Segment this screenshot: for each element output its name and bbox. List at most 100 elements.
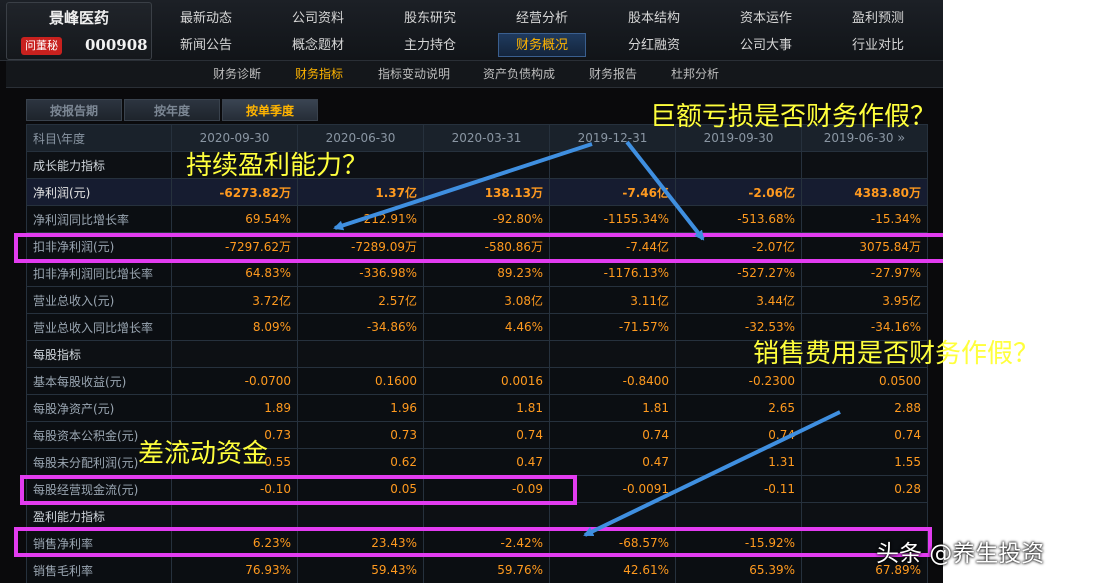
nav-concept-themes[interactable]: 概念题材: [291, 38, 344, 53]
table-row: 每股净资产(元) 1.89 1.96 1.81 1.81 2.65 2.88: [26, 394, 928, 422]
empty-cell: [297, 151, 424, 179]
subnav-dupont-analysis[interactable]: 杜邦分析: [671, 67, 720, 81]
value-cell: -34.16%: [801, 313, 928, 341]
row-label: 扣非净利润同比增长率: [26, 259, 172, 287]
table-row: 营业总收入同比增长率 8.09% -34.86% 4.46% -71.57% -32.53…: [26, 313, 928, 341]
value-cell: 3.44亿: [675, 286, 802, 314]
nav-share-structure[interactable]: 股本结构: [627, 11, 680, 26]
value-cell: 67.89%: [801, 556, 928, 583]
section-title: 每股指标: [26, 340, 172, 368]
nav-business-analysis[interactable]: 经营分析: [515, 11, 568, 26]
tab-by-report-period[interactable]: 按报告期: [26, 99, 122, 121]
watermark: 头条 @养生投资: [876, 541, 1045, 567]
annotation-loss-fraud: 巨额亏损是否财务作假？: [650, 102, 937, 132]
empty-cell: [171, 502, 298, 530]
nav-main-holdings[interactable]: 主力持仓: [403, 38, 456, 53]
header-label-cell: 科目\年度: [26, 124, 172, 152]
value-cell: 42.61%: [549, 556, 676, 583]
nav-earnings-forecast[interactable]: 盈利预测: [851, 11, 904, 26]
sub-navigation: 财务诊断 财务指标 指标变动说明 资产负债构成 财务报告 杜邦分析: [6, 61, 943, 88]
row-label: 基本每股收益(元): [26, 367, 172, 395]
nav-capital-operation[interactable]: 资本运作: [739, 11, 792, 26]
subnav-financial-reports[interactable]: 财务报告: [589, 67, 638, 81]
value-cell: 6.23%: [171, 529, 298, 557]
value-cell: 0.1600: [297, 367, 424, 395]
empty-cell: [171, 340, 298, 368]
period-header: 2019-09-30: [675, 124, 802, 152]
value-cell: 76.93%: [171, 556, 298, 583]
row-label: 营业总收入同比增长率: [26, 313, 172, 341]
nav-company-events[interactable]: 公司大事: [739, 38, 792, 53]
empty-cell: [297, 502, 424, 530]
value-cell: 2.57亿: [297, 286, 424, 314]
ask-secretary-button[interactable]: 问董秘: [21, 37, 62, 55]
row-label: 净利润(元): [26, 178, 172, 206]
value-cell: 89.23%: [423, 259, 550, 287]
table-row: 每股资本公积金(元) 0.73 0.73 0.74 0.74 0.74 0.74: [26, 421, 928, 449]
value-cell: -1155.34%: [549, 205, 676, 233]
nav-company-profile[interactable]: 公司资料: [291, 11, 344, 26]
highlight-box-cashflow: [20, 475, 577, 505]
nav-shareholder-research[interactable]: 股东研究: [403, 11, 456, 26]
value-cell: 0.73: [171, 421, 298, 449]
empty-cell: [675, 340, 802, 368]
value-cell: [801, 529, 928, 557]
table-row: 基本每股收益(元) -0.0700 0.1600 0.0016 -0.8400 -0.23…: [26, 367, 928, 395]
app-window: 景峰医药 问董秘 000908 最新动态 公司资料 股东研究 经营分析 股本结构…: [0, 0, 943, 583]
value-cell: 2.88: [801, 394, 928, 422]
nav-announcements[interactable]: 新闻公告: [179, 38, 232, 53]
arrow-to-net-margin: [583, 410, 841, 537]
value-cell: -92.80%: [423, 205, 550, 233]
subnav-balance-sheet-composition[interactable]: 资产负债构成: [483, 67, 556, 81]
row-label: 销售净利率: [26, 529, 172, 557]
period-header: 2019-06-30 »: [801, 124, 928, 152]
highlight-box-deducted-profit: [14, 233, 943, 263]
tab-by-quarter[interactable]: 按单季度: [222, 99, 318, 121]
annotation-selling-expense: 销售费用是否财务作假？: [753, 339, 1040, 369]
value-cell: -527.27%: [675, 259, 802, 287]
company-badge: 景峰医药 问董秘 000908: [6, 2, 152, 60]
empty-cell: [801, 502, 928, 530]
more-columns-icon[interactable]: »: [897, 130, 906, 146]
value-cell: -2.06亿: [675, 178, 802, 206]
highlight-box-net-margin: [14, 527, 932, 557]
empty-cell: [549, 502, 676, 530]
value-cell: 0.62: [297, 448, 424, 476]
value-cell: 0.74: [801, 421, 928, 449]
subnav-financial-indicators[interactable]: 财务指标: [295, 67, 344, 81]
value-cell: -6273.82万: [171, 178, 298, 206]
tab-by-year[interactable]: 按年度: [124, 99, 220, 121]
empty-cell: [801, 151, 928, 179]
empty-cell: [549, 340, 676, 368]
value-cell: 0.74: [675, 421, 802, 449]
value-cell: 0.74: [423, 421, 550, 449]
value-cell: 3.95亿: [801, 286, 928, 314]
value-cell: 0.28: [801, 475, 928, 503]
subnav-indicator-change-notes[interactable]: 指标变动说明: [378, 67, 451, 81]
row-label: 每股净资产(元): [26, 394, 172, 422]
value-cell: 3.11亿: [549, 286, 676, 314]
stock-code: 000908: [85, 36, 148, 54]
period-header: 2019-12-31: [549, 124, 676, 152]
nav-dividend-financing[interactable]: 分红融资: [627, 38, 680, 53]
row-label: 营业总收入(元): [26, 286, 172, 314]
company-name: 景峰医药: [48, 9, 109, 27]
value-cell: 0.0016: [423, 367, 550, 395]
value-cell: 3.08亿: [423, 286, 550, 314]
row-label: 净利润同比增长率: [26, 205, 172, 233]
value-cell: -15.92%: [675, 529, 802, 557]
value-cell: -0.2300: [675, 367, 802, 395]
subnav-financial-diagnosis[interactable]: 财务诊断: [213, 67, 262, 81]
arrow-to-net-profit: [333, 142, 593, 231]
nav-latest-news[interactable]: 最新动态: [179, 11, 232, 26]
value-cell: -0.0091: [549, 475, 676, 503]
nav-financial-overview[interactable]: 财务概况: [498, 33, 586, 57]
value-cell: 0.47: [423, 448, 550, 476]
value-cell: -15.34%: [801, 205, 928, 233]
table-row: 每股经营现金流(元) -0.10 0.05 -0.09 -0.0091 -0.11 0.28: [26, 475, 928, 503]
value-cell: 1.55: [801, 448, 928, 476]
nav-industry-comparison[interactable]: 行业对比: [851, 38, 904, 53]
value-cell: 1.81: [549, 394, 676, 422]
value-cell: 1.37亿: [297, 178, 424, 206]
